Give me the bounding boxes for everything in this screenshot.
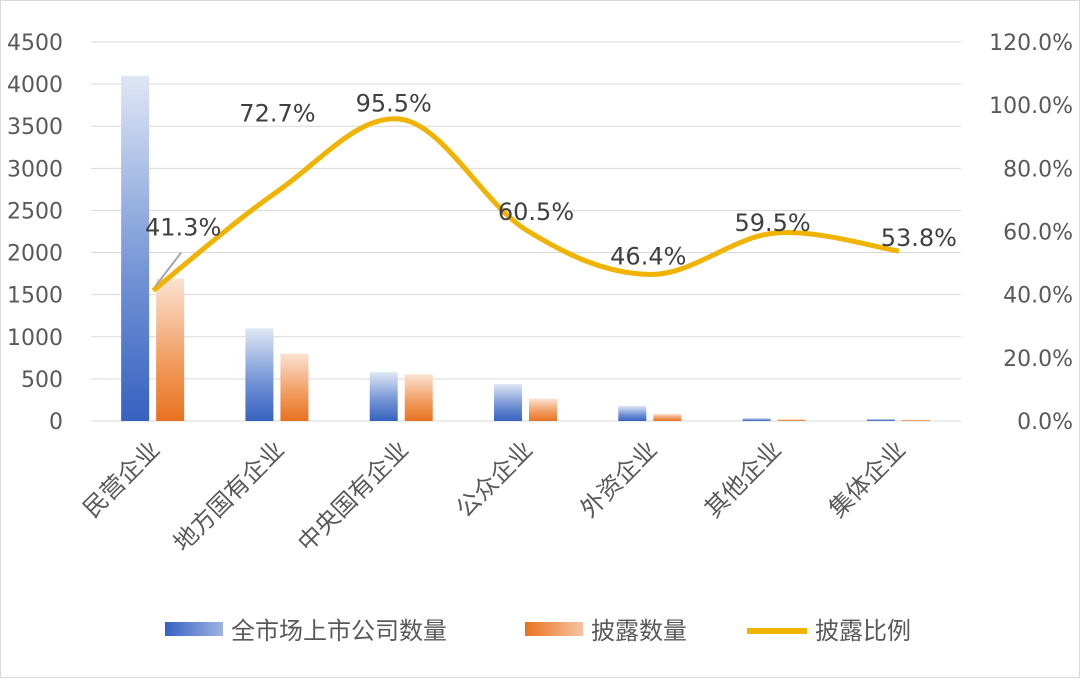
category-label: 外资企业: [575, 435, 663, 523]
right-axis-tick: 100.0%: [989, 94, 1073, 119]
right-axis-tick: 0.0%: [1017, 410, 1073, 435]
bar-total-companies: [121, 75, 150, 421]
bar-disclosed: [777, 419, 806, 421]
left-axis-tick: 0: [49, 410, 63, 435]
left-axis-tick: 2000: [7, 242, 63, 267]
bar-total-companies: [618, 405, 647, 421]
category-label: 其他企业: [699, 435, 787, 523]
right-axis-tick: 40.0%: [1003, 284, 1073, 309]
left-axis-tick: 4500: [7, 31, 63, 56]
ratio-data-label: 59.5%: [734, 209, 810, 237]
legend-swatch-disclosed: [525, 622, 583, 636]
legend-label-disclosed: 披露数量: [591, 617, 687, 645]
bar-disclosed: [404, 374, 433, 421]
ratio-data-label: 95.5%: [356, 89, 432, 117]
bar-disclosed: [901, 419, 930, 421]
left-axis-tick: 1000: [7, 326, 63, 351]
left-axis-tick: 4000: [7, 73, 63, 98]
bar-disclosed: [280, 353, 309, 421]
category-label: 中央国有企业: [292, 435, 414, 557]
left-axis-tick: 500: [21, 368, 63, 393]
ratio-data-label: 53.8%: [881, 224, 957, 252]
bar-total-companies: [369, 372, 398, 421]
bar-total-companies: [245, 328, 274, 421]
category-label: 民营企业: [78, 435, 166, 523]
bar-disclosed: [653, 413, 682, 421]
ratio-data-label: 41.3%: [145, 214, 221, 242]
category-label: 地方国有企业: [168, 435, 290, 557]
left-axis-tick: 3000: [7, 157, 63, 182]
right-axis-tick: 60.0%: [1003, 221, 1073, 246]
right-axis-tick: 120.0%: [989, 31, 1073, 56]
right-axis-tick: 20.0%: [1003, 347, 1073, 372]
bar-total-companies: [866, 418, 895, 421]
ratio-data-label: 60.5%: [498, 198, 574, 226]
category-label: 集体企业: [823, 435, 911, 523]
left-axis-tick: 1500: [7, 284, 63, 309]
bar-disclosed: [156, 278, 185, 421]
left-axis-tick: 3500: [7, 115, 63, 140]
legend-swatch-total: [165, 622, 223, 636]
category-label: 公众企业: [451, 435, 539, 523]
bar-total-companies: [742, 418, 771, 421]
legend-label-total: 全市场上市公司数量: [231, 617, 447, 645]
ratio-data-label: 72.7%: [239, 99, 315, 127]
data-label-leader: [154, 251, 182, 288]
legend-label-ratio: 披露比例: [815, 617, 911, 645]
bar-total-companies: [494, 383, 522, 421]
bar-disclosed: [529, 398, 557, 421]
left-axis-tick: 2500: [7, 199, 63, 224]
disclosure-ratio-line: [151, 116, 900, 293]
right-axis-tick: 80.0%: [1003, 157, 1073, 182]
ratio-data-label: 46.4%: [610, 242, 686, 270]
